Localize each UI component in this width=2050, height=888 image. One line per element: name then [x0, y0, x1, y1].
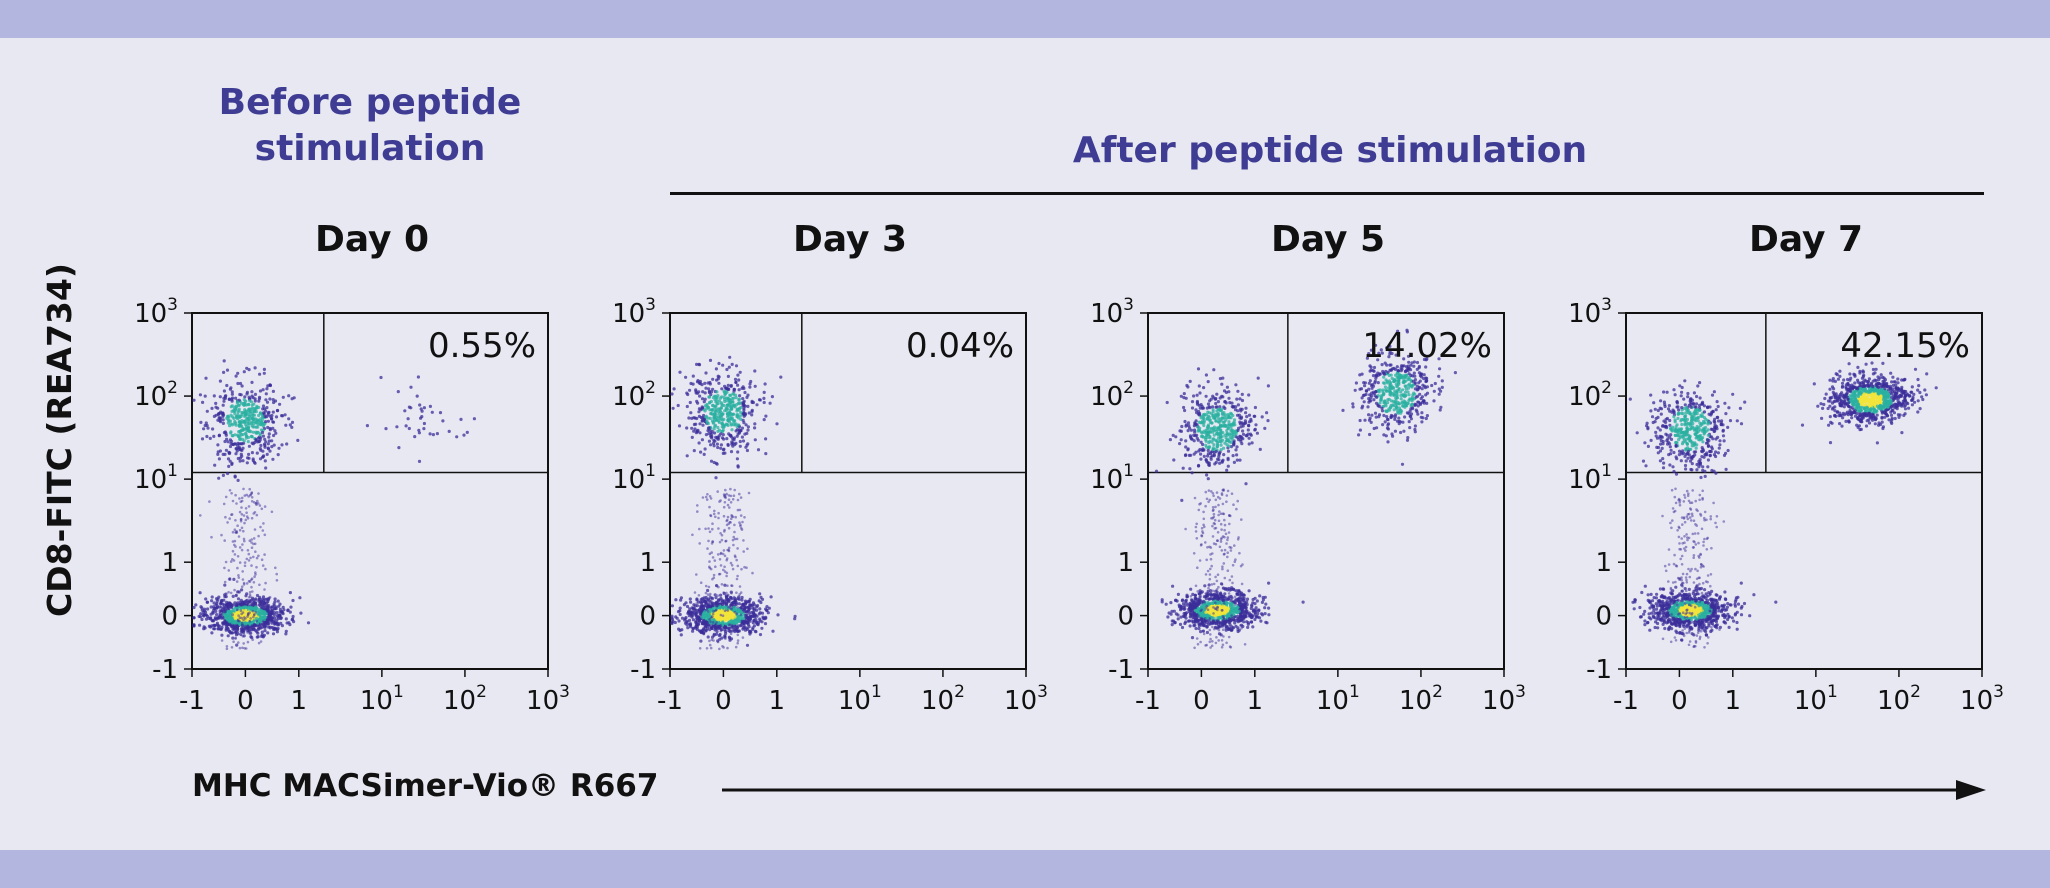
x-tick-label: -1	[657, 686, 683, 716]
population-2	[1800, 361, 1938, 445]
flow-plot-day-0: 0.55% -1 0 1 101 102 103 -1 0 1 101 102 103	[134, 295, 570, 716]
x-tick-label: 101	[360, 682, 404, 716]
y-tick-label: 103	[134, 295, 178, 329]
population-1	[1628, 379, 1747, 480]
population-0	[1631, 487, 1778, 649]
x-tick-label: 101	[1794, 682, 1838, 716]
y-tick-label: 0	[639, 602, 656, 632]
x-tick-label: 0	[237, 686, 254, 716]
population-2	[1341, 328, 1457, 466]
gate-percent: 42.15%	[1840, 326, 1970, 366]
x-tick-label: 102	[1877, 682, 1921, 716]
density-points	[670, 355, 797, 651]
y-tick-label: 1	[1117, 548, 1134, 578]
y-tick-label: 103	[1568, 295, 1612, 329]
x-tick-label: 0	[715, 686, 732, 716]
gate-percent: 14.02%	[1362, 326, 1492, 366]
y-tick-label: 102	[612, 378, 656, 412]
y-tick-label: 101	[612, 461, 656, 495]
x-axis-arrow	[722, 780, 1986, 800]
x-tick-label: 1	[769, 686, 786, 716]
x-tick-label: 103	[1004, 682, 1048, 716]
x-tick-label: 101	[838, 682, 882, 716]
y-tick-label: 102	[1090, 378, 1134, 412]
y-tick-label: -1	[630, 655, 656, 685]
population-0	[192, 487, 311, 651]
population-1	[192, 359, 300, 482]
x-tick-label: 1	[1247, 686, 1264, 716]
x-tick-label: 102	[443, 682, 487, 716]
y-tick-label: -1	[1108, 655, 1134, 685]
day-5-title: Day 5	[1270, 219, 1386, 260]
x-tick-label: 102	[1399, 682, 1443, 716]
y-tick-label: 0	[1595, 602, 1612, 632]
population-0	[670, 487, 797, 651]
y-tick-label: 1	[161, 548, 178, 578]
day-3-title: Day 3	[792, 219, 908, 260]
x-tick-label: 103	[1960, 682, 2004, 716]
y-tick-label: 103	[612, 295, 656, 329]
x-tick-label: 0	[1671, 686, 1688, 716]
gate-percent: 0.04%	[906, 326, 1014, 366]
density-points	[192, 359, 476, 651]
y-tick-label: 103	[1090, 295, 1134, 329]
x-tick-label: 0	[1193, 686, 1210, 716]
before-header: Before peptide stimulation	[218, 82, 522, 169]
x-tick-label: 103	[526, 682, 570, 716]
after-header: After peptide stimulation	[1072, 130, 1588, 171]
x-tick-label: 102	[921, 682, 965, 716]
y-tick-label: 102	[1568, 378, 1612, 412]
y-tick-label: -1	[1586, 655, 1612, 685]
population-0	[1160, 488, 1305, 650]
x-tick-label: -1	[179, 686, 205, 716]
day-7-title: Day 7	[1748, 219, 1864, 260]
x-tick-label: 1	[1725, 686, 1742, 716]
density-points	[1628, 361, 1938, 649]
gate-percent: 0.55%	[428, 326, 536, 366]
y-tick-label: 101	[1568, 461, 1612, 495]
flow-plot-day-3: 42.15% -1 0 1 101 102 103 -1 0 1 101 102 103	[1568, 295, 2004, 716]
y-tick-label: 1	[639, 548, 656, 578]
x-tick-label: -1	[1613, 686, 1639, 716]
y-tick-label: 101	[1090, 461, 1134, 495]
bottom-band	[0, 850, 2050, 888]
x-tick-label: 101	[1316, 682, 1360, 716]
x-tick-label: 1	[291, 686, 308, 716]
after-header-rule	[670, 192, 1984, 195]
population-1	[1154, 367, 1270, 502]
y-tick-label: 1	[1595, 548, 1612, 578]
y-tick-label: 101	[134, 461, 178, 495]
y-tick-label: -1	[152, 655, 178, 685]
y-tick-label: 0	[161, 602, 178, 632]
y-tick-label: 0	[1117, 602, 1134, 632]
population-1	[670, 355, 783, 480]
x-tick-label: -1	[1135, 686, 1161, 716]
population-2	[365, 375, 476, 463]
flow-plot-day-1: 0.04% -1 0 1 101 102 103 -1 0 1 101 102 103	[612, 295, 1048, 716]
y-tick-label: 102	[134, 378, 178, 412]
day-0-title: Day 0	[314, 219, 430, 260]
x-axis-label: MHC MACSimer-Vio® R667	[192, 768, 659, 804]
x-tick-label: 103	[1482, 682, 1526, 716]
flow-plot-day-2: 14.02% -1 0 1 101 102 103 -1 0 1 101 102 103	[1090, 295, 1526, 716]
density-points	[1154, 328, 1457, 650]
top-band	[0, 0, 2050, 38]
